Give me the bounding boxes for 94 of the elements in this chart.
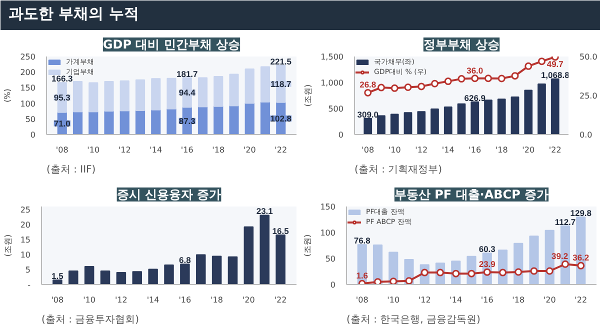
x-tick-label: '18 — [212, 146, 225, 154]
y-tick-label: 150 — [20, 84, 36, 93]
x-tick-label: '18 — [512, 296, 525, 304]
text: (출처 : 금융투자협회) — [42, 314, 140, 326]
data-label: 102.8 — [270, 113, 292, 124]
x-tick-label: '20 — [242, 296, 255, 304]
x-tick-label: '12 — [418, 296, 431, 304]
y-tick-label: 100 — [320, 228, 336, 238]
y2-tick-label: 0.0 — [580, 130, 592, 140]
x-tick-label: '16 — [178, 296, 192, 304]
x-tick-label: '08 — [51, 296, 64, 304]
y-axis-title: (조원) — [303, 234, 312, 257]
y-tick-label: 200 — [20, 68, 36, 78]
y-tick-label: 15 — [20, 236, 31, 244]
y-tick-label: 5 — [25, 266, 31, 274]
data-label: 49.7 — [546, 58, 564, 69]
y-axis-title: (%) — [3, 88, 12, 102]
text: (출처 : IIF) — [46, 164, 96, 176]
y-tick-label: 25 — [20, 206, 31, 214]
x-tick-label: '22 — [274, 146, 288, 154]
data-label: 23.9 — [478, 259, 496, 270]
x-tick-label: '10 — [83, 296, 96, 304]
y-tick-label: 50 — [325, 254, 336, 264]
x-tick-label: '16 — [468, 146, 482, 154]
data-label: 626.9 — [464, 92, 486, 103]
x-tick-label: '20 — [543, 296, 556, 304]
data-label: 309.0 — [357, 109, 379, 120]
x-tick-label: '20 — [522, 146, 535, 154]
data-label: 118.7 — [270, 78, 292, 89]
y-tick-label: 0 — [330, 280, 336, 290]
total-label: 166.3 — [51, 74, 74, 84]
x-tick-label: '10 — [87, 146, 100, 154]
data-label: 39.2 — [552, 251, 568, 262]
y-tick-label: 0 — [30, 130, 36, 140]
chart-title: 정부부채 상승 — [423, 38, 500, 52]
text: 과도한 부채의 누적 — [8, 4, 139, 22]
y-tick-label: 150 — [320, 202, 336, 212]
x-tick-label: '12 — [115, 296, 128, 304]
x-tick-label: '16 — [480, 296, 494, 304]
text: (출처 : 한국은행, 금융감독원) — [346, 314, 480, 326]
x-tick-label: '22 — [274, 296, 287, 304]
x-tick-label: '10 — [388, 146, 401, 154]
y2-tick-label: 25.0 — [580, 92, 598, 100]
data-label: 1.5 — [52, 271, 64, 281]
data-label: 1.6 — [356, 270, 368, 281]
data-label: 71.0 — [54, 118, 71, 128]
y-axis-title: (조원) — [3, 234, 12, 257]
y2-tick-label: 50.0 — [580, 52, 598, 62]
chart-title: 증시 신용융자 증가 — [116, 188, 222, 202]
x-tick-label: '08 — [56, 146, 68, 154]
y-tick-label: 1,000 — [320, 78, 344, 88]
y-tick-label: 500 — [328, 104, 344, 114]
x-tick-label: '14 — [450, 296, 462, 304]
y-tick-label: 50 — [25, 114, 36, 124]
y-axis-title: (조원) — [304, 84, 313, 107]
data-label: 36.0 — [466, 65, 484, 76]
data-label: 26.8 — [360, 80, 376, 90]
text: (출처 : 기획재정부) — [354, 164, 442, 176]
x-tick-label: '22 — [548, 146, 562, 154]
data-label: 6.8 — [179, 255, 192, 266]
x-tick-label: '14 — [150, 146, 162, 154]
chart-title: 부동산 PF 대출·ABCP 증가 — [394, 188, 549, 202]
data-label: 60.3 — [478, 244, 496, 254]
x-tick-label: '14 — [442, 146, 454, 154]
data-label: 95.3 — [54, 92, 71, 102]
data-label: 76.8 — [354, 236, 371, 246]
x-tick-label: '08 — [362, 146, 374, 154]
x-tick-label: '10 — [387, 296, 400, 304]
x-tick-label: '08 — [356, 296, 368, 304]
y-tick-label: 20 — [20, 220, 31, 230]
y-tick-label: 1,500 — [320, 52, 344, 62]
data-label: 87.3 — [178, 116, 196, 126]
y-tick-label: 0 — [338, 130, 344, 140]
x-tick-label: '12 — [118, 146, 131, 154]
y-tick-label: 100 — [20, 99, 36, 108]
x-tick-label: '14 — [146, 296, 160, 304]
x-tick-label: '12 — [415, 146, 428, 154]
y-tick-label: 250 — [20, 52, 36, 62]
data-label: 94.4 — [178, 88, 196, 98]
x-tick-label: '18 — [495, 146, 508, 154]
x-tick-label: '22 — [574, 296, 588, 304]
x-tick-label: '18 — [210, 296, 224, 304]
x-tick-label: '20 — [243, 146, 256, 154]
data-label: 36.2 — [572, 252, 590, 263]
data-label: 112.7 — [554, 216, 576, 227]
data-label: 129.8 — [570, 208, 592, 218]
data-label: 16.5 — [272, 226, 290, 236]
y-tick-label: 10 — [20, 250, 31, 260]
total-label: 181.7 — [176, 68, 198, 79]
total-label: 221.5 — [270, 56, 292, 66]
data-label: 23.1 — [256, 206, 274, 216]
x-tick-label: '16 — [180, 146, 194, 154]
chart-title: GDP 대비 민간부채 상승 — [102, 38, 240, 52]
y-tick-label: - — [28, 280, 31, 290]
